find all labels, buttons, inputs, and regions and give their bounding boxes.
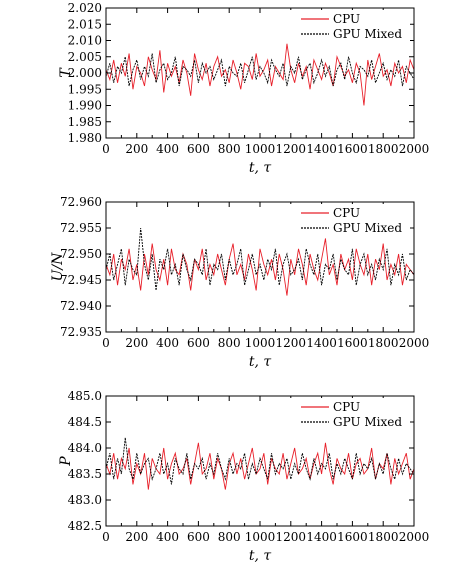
y-tick-label: 1.995 [68,82,102,96]
x-tick-label: 200 [125,142,148,156]
x-tick-label: 1400 [306,530,337,544]
series-line-gpu-mixed [106,227,414,291]
y-tick-label: 482.5 [68,519,102,533]
x-tick-label: 800 [218,142,241,156]
y-tick-label: 1.985 [68,115,102,129]
x-tick-label: 600 [187,142,210,156]
y-tick-label: 72.955 [60,221,102,235]
chart-panel-3: 0 200 400 600 800 1000 1200 1400 1600 1800 2000 482… [58,389,429,564]
series-line-cpu [106,43,414,106]
legend-label-gpu-mixed: GPU Mixed [333,221,402,235]
x-tick-label: 200 [125,530,148,544]
x-tick-label: 2000 [399,530,430,544]
y-tick-label: 485.0 [68,389,102,403]
legend-label-cpu: CPU [333,400,360,414]
x-tick-label: 600 [187,530,210,544]
y-tick-label: 483.5 [68,467,102,481]
y-tick-label: 484.5 [68,415,102,429]
x-tick-label: 1800 [368,336,399,350]
x-tick-label: 1600 [337,142,368,156]
x-tick-label: 0 [102,336,110,350]
x-tick-label: 600 [187,336,210,350]
y-tick-label: 483.0 [68,493,102,507]
x-tick-label: 2000 [399,142,430,156]
x-tick-label: 1800 [368,142,399,156]
y-tick-label: 2.000 [68,66,102,80]
y-tick-label: 72.940 [60,299,102,313]
x-tick-label: 400 [156,530,179,544]
y-tick-label: 2.005 [68,50,102,64]
x-tick-label: 1200 [276,530,307,544]
legend-box [285,398,410,430]
x-tick-label: 1200 [276,336,307,350]
y-tick-label: 1.990 [68,99,102,113]
x-tick-label: 1400 [306,336,337,350]
y-tick-label: 2.015 [68,17,102,31]
x-axis-label: t, τ [249,548,272,564]
chart-panel-1: 0 200 400 600 800 1000 1200 1400 1600 1800 2000 1.9… [58,1,429,176]
y-tick-label: 1.980 [68,131,102,145]
x-tick-label: 1600 [337,336,368,350]
x-tick-label: 800 [218,336,241,350]
legend-box [285,204,410,236]
x-tick-label: 800 [218,530,241,544]
x-axis-label: t, τ [249,160,272,176]
series-line-gpu-mixed [106,53,414,87]
x-tick-label: 1800 [368,530,399,544]
x-tick-label: 1400 [306,142,337,156]
x-tick-label: 400 [156,142,179,156]
y-tick-label: 2.020 [68,1,102,15]
x-axis-label: t, τ [249,354,272,370]
x-tick-label: 400 [156,336,179,350]
x-tick-label: 1600 [337,530,368,544]
legend-label-cpu: CPU [333,206,360,220]
y-tick-label: 72.960 [60,195,102,209]
y-tick-label: 2.010 [68,34,102,48]
y-tick-label: 72.950 [60,247,102,261]
x-tick-label: 1000 [245,142,276,156]
series-line-gpu-mixed [106,437,414,485]
y-tick-label: 72.945 [60,273,102,287]
y-axis-label: T [58,67,74,78]
x-tick-label: 0 [102,142,110,156]
legend-box [285,10,410,42]
y-axis-label: U/N [50,252,66,282]
x-tick-label: 2000 [399,336,430,350]
y-axis-label: P [58,456,74,467]
series-line-cpu [106,238,414,296]
x-tick-label: 1200 [276,142,307,156]
y-tick-label: 72.935 [60,325,102,339]
legend-label-gpu-mixed: GPU Mixed [333,27,402,41]
legend-label-gpu-mixed: GPU Mixed [333,415,402,429]
x-tick-label: 0 [102,530,110,544]
chart-panel-2: 0 200 400 600 800 1000 1200 1400 1600 1800 2000 72.… [50,195,429,370]
y-tick-label: 484.0 [68,441,102,455]
x-tick-label: 1000 [245,336,276,350]
legend-label-cpu: CPU [333,12,360,26]
x-tick-label: 1000 [245,530,276,544]
series-line-cpu [106,442,414,490]
x-tick-label: 200 [125,336,148,350]
